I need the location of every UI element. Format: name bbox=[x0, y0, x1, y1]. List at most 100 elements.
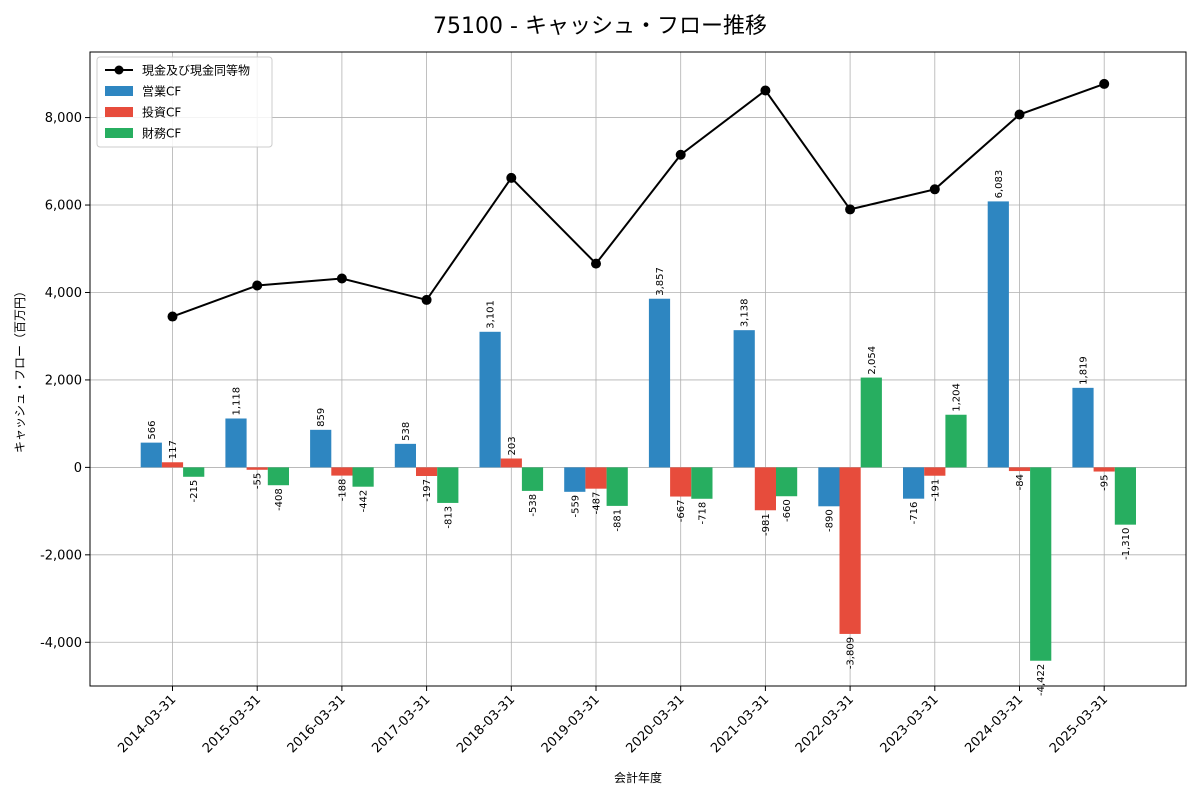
bar-0-11 bbox=[1072, 387, 1094, 468]
labels-layer: 566 1,118 859 538 3,101 -559 3,857 3,138 -890 -71… bbox=[147, 170, 1132, 696]
x-tick-label-1: 2015-03-31 bbox=[200, 692, 264, 756]
bar-label-2-2: -442 bbox=[359, 490, 370, 513]
bar-1-2 bbox=[331, 467, 353, 476]
legend-label-0: 現金及び現金同等物 bbox=[142, 63, 250, 78]
legend-swatch-3 bbox=[105, 128, 133, 138]
cash-point-7 bbox=[760, 85, 771, 96]
bar-label-2-8: 2,054 bbox=[867, 346, 878, 375]
legend-swatch-1 bbox=[105, 86, 133, 96]
bar-label-2-7: -660 bbox=[782, 499, 793, 522]
bar-label-1-1: -55 bbox=[253, 473, 264, 489]
bar-label-0-6: 3,857 bbox=[655, 267, 666, 296]
bar-0-2 bbox=[310, 429, 332, 468]
bar-2-3 bbox=[437, 467, 459, 503]
bar-label-0-9: -716 bbox=[909, 502, 920, 525]
bar-1-8 bbox=[839, 467, 861, 634]
bar-0-9 bbox=[903, 467, 925, 499]
bar-0-7 bbox=[733, 330, 755, 468]
bar-label-0-11: 1,819 bbox=[1079, 356, 1090, 385]
bar-0-1 bbox=[225, 418, 247, 468]
cash-point-4 bbox=[506, 172, 517, 183]
bar-label-1-11: -95 bbox=[1100, 475, 1111, 491]
bar-2-6 bbox=[691, 467, 713, 499]
bar-2-5 bbox=[606, 467, 628, 506]
bar-1-9 bbox=[924, 467, 946, 476]
bar-2-8 bbox=[860, 377, 882, 468]
bar-label-2-9: 1,204 bbox=[952, 383, 963, 412]
bar-2-11 bbox=[1114, 467, 1136, 525]
x-tick-label-8: 2022-03-31 bbox=[793, 692, 857, 756]
y-tick-label-4: 4,000 bbox=[45, 286, 82, 301]
bar-1-0 bbox=[161, 462, 184, 468]
line-layer bbox=[167, 78, 1110, 322]
bar-label-0-0: 566 bbox=[147, 421, 158, 440]
bar-1-3 bbox=[416, 467, 438, 476]
bar-label-0-4: 3,101 bbox=[486, 300, 497, 329]
bar-label-1-5: -487 bbox=[592, 492, 603, 515]
bar-1-5 bbox=[585, 467, 607, 489]
y-tick-label-5: 6,000 bbox=[45, 199, 82, 214]
cash-point-11 bbox=[1099, 78, 1110, 89]
cash-point-9 bbox=[929, 184, 940, 195]
bar-1-10 bbox=[1008, 467, 1031, 472]
legend-box bbox=[96, 56, 273, 148]
x-tick-label-9: 2023-03-31 bbox=[878, 692, 942, 756]
bar-label-1-4: 203 bbox=[507, 436, 518, 455]
cash-point-3 bbox=[421, 294, 432, 305]
bar-label-2-3: -813 bbox=[443, 506, 454, 529]
bar-2-4 bbox=[521, 467, 544, 491]
cash-point-2 bbox=[336, 273, 347, 284]
y-tick-label-2: 0 bbox=[74, 461, 82, 476]
bar-label-1-9: -191 bbox=[930, 479, 941, 502]
x-tick-label-6: 2020-03-31 bbox=[623, 692, 687, 756]
bar-2-9 bbox=[945, 414, 967, 468]
x-tick-label-10: 2024-03-31 bbox=[962, 692, 1026, 756]
bar-label-1-10: -84 bbox=[1015, 474, 1026, 490]
bar-label-1-0: 117 bbox=[168, 440, 179, 459]
plot-frame bbox=[89, 51, 1187, 687]
bar-label-2-5: -881 bbox=[613, 509, 624, 532]
y-axis-label: キャッシュ・フロー（百万円） bbox=[13, 285, 27, 453]
legend-swatch-2 bbox=[105, 107, 133, 117]
x-tick-label-0: 2014-03-31 bbox=[115, 692, 179, 756]
bar-1-7 bbox=[754, 467, 776, 511]
legend-label-1: 営業CF bbox=[142, 85, 181, 99]
x-tick-label-7: 2021-03-31 bbox=[708, 692, 772, 756]
bar-label-0-2: 859 bbox=[316, 408, 327, 427]
bar-label-2-11: -1,310 bbox=[1121, 528, 1132, 560]
bar-label-0-5: -559 bbox=[570, 495, 581, 518]
bar-0-0 bbox=[140, 442, 162, 468]
bar-1-1 bbox=[246, 467, 268, 470]
bar-2-10 bbox=[1030, 467, 1052, 661]
bar-label-0-3: 538 bbox=[401, 422, 412, 441]
bar-label-2-10: -4,422 bbox=[1036, 664, 1047, 696]
x-tick-label-2: 2016-03-31 bbox=[285, 692, 349, 756]
x-axis-label: 会計年度 bbox=[614, 770, 662, 785]
bar-2-0 bbox=[183, 467, 205, 477]
bar-label-0-1: 1,118 bbox=[232, 387, 243, 416]
bar-1-6 bbox=[670, 467, 692, 497]
y-tick-label-0: -4,000 bbox=[40, 636, 82, 651]
x-tick-label-11: 2025-03-31 bbox=[1047, 692, 1111, 756]
bar-0-10 bbox=[987, 201, 1009, 468]
bar-label-2-6: -718 bbox=[697, 502, 708, 525]
cash-point-6 bbox=[675, 149, 686, 160]
bar-0-5 bbox=[564, 467, 586, 492]
cash-line bbox=[172, 82, 1105, 318]
bars-layer bbox=[140, 201, 1136, 661]
y-tick-label-3: 2,000 bbox=[45, 373, 82, 388]
bar-label-0-7: 3,138 bbox=[740, 299, 751, 328]
x-tick-label-5: 2019-03-31 bbox=[539, 692, 603, 756]
bar-label-1-7: -981 bbox=[761, 513, 772, 536]
bar-2-1 bbox=[267, 467, 289, 486]
bar-label-2-1: -408 bbox=[274, 488, 285, 511]
bar-label-1-2: -188 bbox=[337, 479, 348, 502]
bar-label-0-10: 6,083 bbox=[994, 170, 1005, 199]
bar-0-4 bbox=[479, 331, 501, 468]
bar-label-0-8: -890 bbox=[824, 509, 835, 532]
bar-label-1-3: -197 bbox=[422, 479, 433, 502]
bar-label-1-8: -3,809 bbox=[846, 637, 857, 669]
